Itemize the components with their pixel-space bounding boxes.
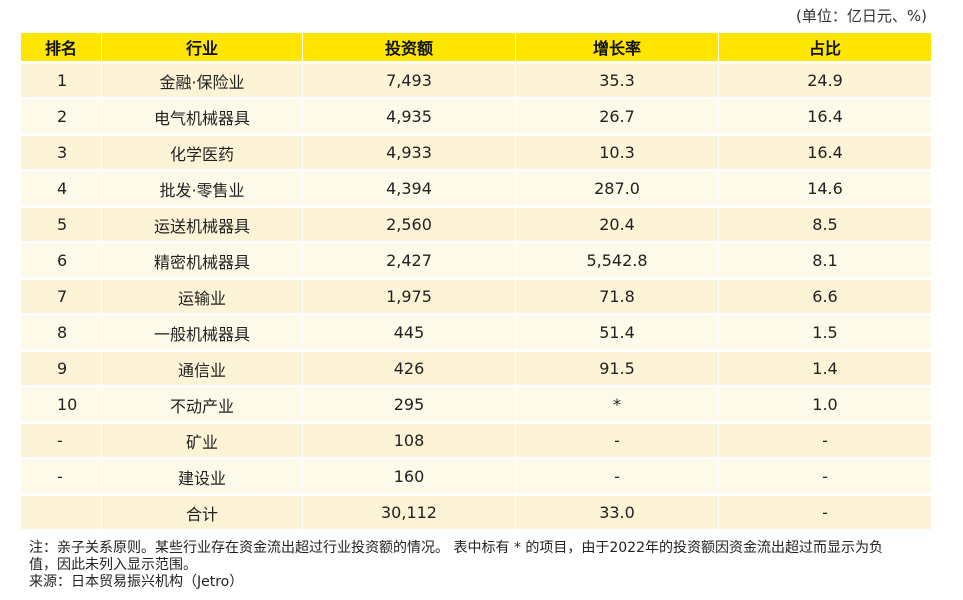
amount-cell: 4,394 (303, 172, 515, 205)
table-row: 2 电气机械器具 4,935 26.7 16.4 (21, 100, 931, 133)
header-share: 占比 (719, 33, 931, 61)
share-cell: 24.9 (719, 64, 931, 97)
header-growth: 增长率 (516, 33, 718, 61)
share-cell: 1.5 (719, 316, 931, 349)
industry-cell: 合计 (102, 496, 302, 529)
amount-cell: 160 (303, 460, 515, 493)
rank-cell: - (57, 431, 63, 450)
share-cell: - (719, 424, 931, 457)
note-line: 值，因此未列入显示范围。 (29, 557, 197, 573)
rank-cell: 8 (57, 323, 68, 342)
share-cell: - (719, 460, 931, 493)
table-row: 5 运送机械器具 2,560 20.4 8.5 (21, 208, 931, 241)
amount-cell: 30,112 (303, 496, 515, 529)
growth-cell: 33.0 (516, 496, 718, 529)
unit-label: (单位：亿日元、%) (796, 7, 927, 25)
amount-cell: 1,975 (303, 280, 515, 313)
growth-cell: - (516, 460, 718, 493)
industry-cell: 通信业 (102, 352, 302, 385)
table-row: 3 化学医药 4,933 10.3 16.4 (21, 136, 931, 169)
share-cell: 1.0 (719, 388, 931, 421)
growth-cell: 287.0 (516, 172, 718, 205)
header-amount: 投资额 (303, 33, 515, 61)
amount-cell: 445 (303, 316, 515, 349)
industry-cell: 运输业 (102, 280, 302, 313)
share-cell: 8.5 (719, 208, 931, 241)
table-row: - 矿业 108 - - (21, 424, 931, 457)
growth-cell: * (516, 388, 718, 421)
growth-cell: - (516, 424, 718, 457)
source-line: 来源：日本贸易振兴机构（Jetro） (29, 574, 244, 590)
amount-cell: 7,493 (303, 64, 515, 97)
share-cell: 6.6 (719, 280, 931, 313)
share-cell: 1.4 (719, 352, 931, 385)
rank-cell: 7 (57, 287, 68, 306)
rank-cell: 3 (57, 143, 68, 162)
rank-cell: 9 (57, 359, 68, 378)
amount-cell: 108 (303, 424, 515, 457)
industry-cell: 不动产业 (102, 388, 302, 421)
rank-cell: 5 (57, 215, 68, 234)
table-row: 4 批发·零售业 4,394 287.0 14.6 (21, 172, 931, 205)
header-rank: 排名 (21, 33, 101, 61)
industry-cell: 化学医药 (102, 136, 302, 169)
table-total-row: 合计 30,112 33.0 - (21, 496, 931, 529)
investment-table: 排名 行业 投资额 增长率 占比 1 金融·保险业 7,493 35.3 24.… (20, 30, 932, 532)
growth-cell: 91.5 (516, 352, 718, 385)
amount-cell: 4,935 (303, 100, 515, 133)
rank-cell: 10 (57, 395, 78, 414)
industry-cell: 精密机械器具 (102, 244, 302, 277)
amount-cell: 295 (303, 388, 515, 421)
growth-cell: 51.4 (516, 316, 718, 349)
industry-cell: 金融·保险业 (102, 64, 302, 97)
rank-cell: 1 (57, 71, 68, 90)
amount-cell: 2,560 (303, 208, 515, 241)
industry-cell: 批发·零售业 (102, 172, 302, 205)
growth-cell: 5,542.8 (516, 244, 718, 277)
amount-cell: 4,933 (303, 136, 515, 169)
amount-cell: 426 (303, 352, 515, 385)
share-cell: 14.6 (719, 172, 931, 205)
table-row: 10 不动产业 295 * 1.0 (21, 388, 931, 421)
rank-cell: - (57, 467, 63, 486)
share-cell: 16.4 (719, 136, 931, 169)
table-row: 7 运输业 1,975 71.8 6.6 (21, 280, 931, 313)
table-row: 9 通信业 426 91.5 1.4 (21, 352, 931, 385)
share-cell: 16.4 (719, 100, 931, 133)
table-row: 1 金融·保险业 7,493 35.3 24.9 (21, 64, 931, 97)
growth-cell: 10.3 (516, 136, 718, 169)
growth-cell: 20.4 (516, 208, 718, 241)
rank-cell: 4 (57, 179, 68, 198)
industry-cell: 一般机械器具 (102, 316, 302, 349)
table-header-row: 排名 行业 投资额 增长率 占比 (21, 33, 931, 61)
industry-cell: 运送机械器具 (102, 208, 302, 241)
industry-cell: 矿业 (102, 424, 302, 457)
table-row: 6 精密机械器具 2,427 5,542.8 8.1 (21, 244, 931, 277)
industry-cell: 电气机械器具 (102, 100, 302, 133)
footnotes: 注：亲子关系原则。某些行业存在资金流出超过行业投资额的情况。 表中标有 * 的项… (29, 540, 929, 591)
growth-cell: 35.3 (516, 64, 718, 97)
note-line: 注：亲子关系原则。某些行业存在资金流出超过行业投资额的情况。 表中标有 * 的项… (29, 540, 883, 556)
share-cell: - (719, 496, 931, 529)
rank-cell: 2 (57, 107, 68, 126)
amount-cell: 2,427 (303, 244, 515, 277)
header-industry: 行业 (102, 33, 302, 61)
table-row: - 建设业 160 - - (21, 460, 931, 493)
rank-cell: 6 (57, 251, 68, 270)
growth-cell: 71.8 (516, 280, 718, 313)
industry-cell: 建设业 (102, 460, 302, 493)
table-row: 8 一般机械器具 445 51.4 1.5 (21, 316, 931, 349)
share-cell: 8.1 (719, 244, 931, 277)
growth-cell: 26.7 (516, 100, 718, 133)
